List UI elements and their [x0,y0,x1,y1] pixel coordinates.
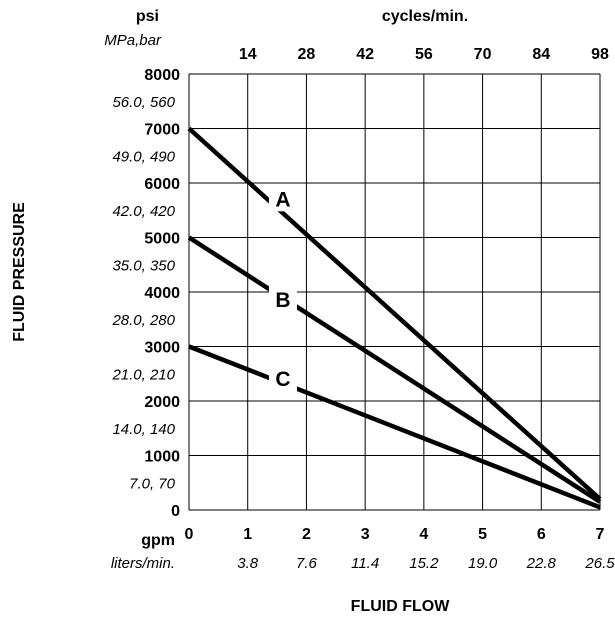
x-unit-secondary-label: liters/min. [111,555,175,572]
y-tick-label-metric: 42.0, 420 [112,203,175,220]
top-tick-label-cycles: 70 [474,46,492,63]
x-tick-label-gpm: 3 [361,526,370,543]
y-tick-label-psi: 5000 [144,231,180,248]
x-unit-primary-label: gpm [141,532,175,549]
top-tick-label-cycles: 42 [356,46,374,63]
y-tick-label-psi: 4000 [144,285,180,302]
series-line-b [187,235,602,504]
y-tick-label-psi: 3000 [144,340,180,357]
series-line-a [187,126,602,501]
series-lines [187,126,602,510]
chart-grid [188,73,601,511]
y-tick-label-metric: 35.0, 350 [112,258,175,275]
y-tick-label-metric: 49.0, 490 [112,149,175,166]
x-tick-label-gpm: 5 [478,526,487,543]
y-tick-label-metric: 7.0, 70 [129,476,176,493]
y-tick-label-metric: 28.0, 280 [111,312,175,329]
top-tick-label-cycles: 28 [298,46,316,63]
x-tick-label-liters: 22.8 [526,555,557,572]
y-tick-label-psi: 7000 [144,122,180,139]
y-axis-title: FLUID PRESSURE [11,202,28,342]
top-tick-label-cycles: 84 [532,46,550,63]
top-tick-label-cycles: 14 [239,46,257,63]
y-tick-label-psi: 2000 [144,394,180,411]
series-label-background [268,285,297,313]
x-tick-label-gpm: 2 [302,526,311,543]
y-tick-label-psi: 8000 [144,67,180,84]
y-tick-label-psi: 0 [171,503,180,520]
x-tick-label-gpm: 0 [185,526,194,543]
top-tick-label-cycles: 98 [591,46,609,63]
y-tick-label-metric: 14.0, 140 [112,421,175,438]
y-tick-label-psi: 1000 [144,449,180,466]
series-label-c: C [275,368,290,391]
x-tick-label-gpm: 4 [419,526,428,543]
series-line-c [188,344,601,510]
x-tick-label-liters: 3.8 [237,555,259,572]
series-label-a: A [275,188,290,211]
y-unit-primary-label: psi [136,8,159,25]
x-axis-title: FLUID FLOW [351,598,451,615]
x-tick-label-liters: 19.0 [468,555,498,572]
x-tick-label-liters: 7.6 [296,555,318,572]
top-tick-label-cycles: 56 [415,46,433,63]
x-tick-label-gpm: 6 [537,526,546,543]
x-tick-label-liters: 15.2 [409,555,439,572]
y-tick-label-metric: 56.0, 560 [112,94,175,111]
y-tick-label-psi: 6000 [144,176,180,193]
series-label-background [268,364,297,392]
x-tick-label-liters: 11.4 [351,555,379,572]
x-tick-label-gpm: 7 [596,526,605,543]
y-unit-secondary-label: MPa,bar [104,32,162,49]
y-tick-label-metric: 21.0, 210 [111,367,175,384]
x-tick-label-liters: 26.5 [584,555,615,572]
top-axis-unit-label: cycles/min. [382,8,468,25]
series-label-background [268,184,297,212]
x-tick-label-gpm: 1 [243,526,252,543]
series-labels: A B C [268,184,297,392]
series-label-b: B [275,289,290,312]
